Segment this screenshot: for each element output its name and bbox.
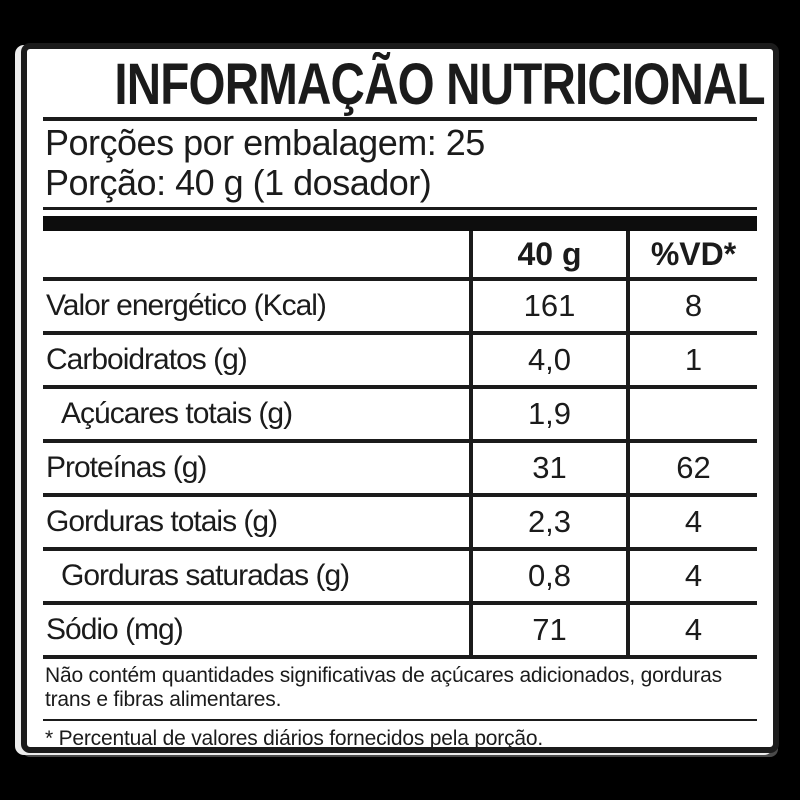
nutrient-name-cell: Valor energético (Kcal)	[46, 289, 327, 322]
rule-under-title	[43, 117, 757, 121]
dv-cell: 4	[626, 551, 757, 601]
table-row: Carboidratos (g) 4,0 1	[43, 335, 757, 389]
label-title-row: INFORMAÇÃO NUTRICIONAL	[43, 53, 765, 117]
dv-cell	[626, 389, 757, 439]
serving-size: Porção: 40 g (1 dosador)	[45, 162, 432, 203]
header-nutrient-cell	[43, 231, 469, 277]
amount-cell: 31	[469, 443, 626, 493]
daily-values-note: * Percentual de valores diários fornecid…	[45, 727, 543, 750]
nutrient-name-cell: Açúcares totais (g)	[61, 397, 293, 430]
amount-cell: 161	[469, 281, 626, 331]
nutrient-name-cell: Gorduras totais (g)	[46, 505, 278, 538]
amount-cell: 71	[469, 605, 626, 655]
nutrition-label-inner: INFORMAÇÃO NUTRICIONAL Porções por embal…	[27, 49, 773, 750]
table-row: Gorduras saturadas (g) 0,8 4	[43, 551, 757, 605]
dv-cell: 62	[626, 443, 757, 493]
amount-cell: 0,8	[469, 551, 626, 601]
header-dv-cell: %VD*	[626, 231, 757, 277]
rule-under-serving-info	[43, 207, 757, 210]
nutrient-name-cell: Gorduras saturadas (g)	[61, 559, 350, 592]
table-row: Proteínas (g) 31 62	[43, 443, 757, 497]
table-top-bar	[43, 216, 757, 231]
amount-cell: 2,3	[469, 497, 626, 547]
table-row: Sódio (mg) 71 4	[43, 605, 757, 659]
nutrition-label-panel: INFORMAÇÃO NUTRICIONAL Porções por embal…	[21, 43, 779, 753]
rule-above-asterisk-note	[43, 719, 757, 721]
no-significant-amounts-note: Não contém quantidades significativas de…	[45, 664, 722, 711]
table-header-row: 40 g %VD*	[43, 231, 757, 281]
nutrient-name-cell: Carboidratos (g)	[46, 343, 248, 376]
nutrition-table: 40 g %VD* Valor energético (Kcal) 161 8 …	[43, 231, 757, 659]
amount-cell: 4,0	[469, 335, 626, 385]
table-row: Açúcares totais (g) 1,9	[43, 389, 757, 443]
dv-cell: 8	[626, 281, 757, 331]
nutrition-table-body: Valor energético (Kcal) 161 8 Carboidrat…	[43, 281, 757, 659]
label-title: INFORMAÇÃO NUTRICIONAL	[114, 52, 765, 117]
header-amount-cell: 40 g	[469, 231, 626, 277]
dv-cell: 4	[626, 497, 757, 547]
nutrient-name-cell: Sódio (mg)	[46, 613, 184, 646]
serving-info: Porções por embalagem: 25 Porção: 40 g (…	[43, 121, 757, 207]
servings-per-package: Porções por embalagem: 25	[45, 122, 485, 163]
nutrient-name-cell: Proteínas (g)	[46, 451, 207, 484]
dv-cell: 4	[626, 605, 757, 655]
dv-cell: 1	[626, 335, 757, 385]
table-row: Valor energético (Kcal) 161 8	[43, 281, 757, 335]
amount-cell: 1,9	[469, 389, 626, 439]
table-row: Gorduras totais (g) 2,3 4	[43, 497, 757, 551]
